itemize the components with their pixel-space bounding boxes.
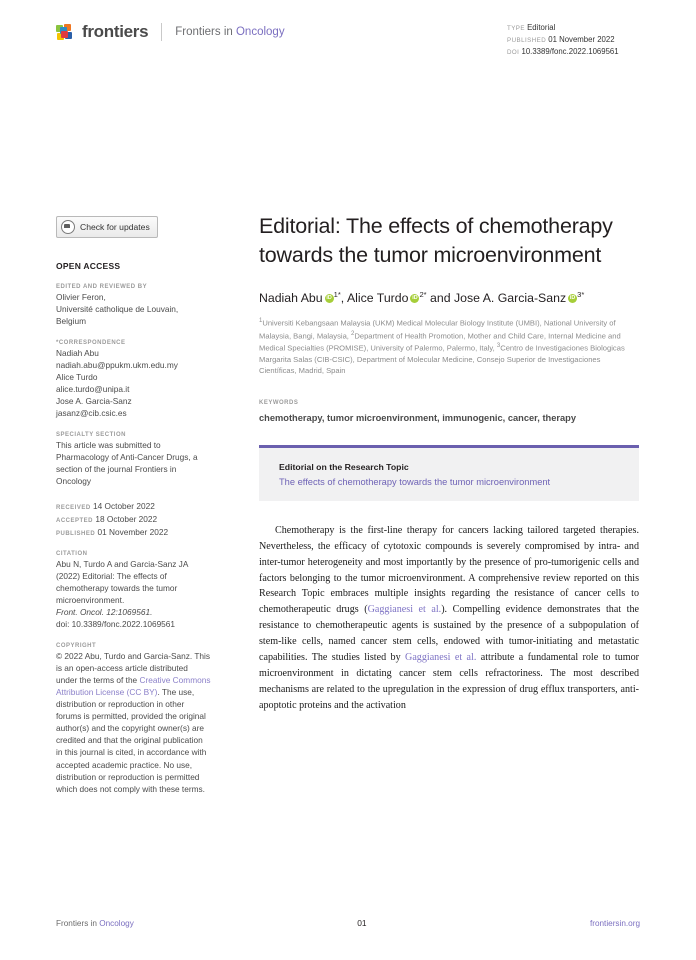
footer-journal-accent[interactable]: Oncology	[99, 918, 134, 928]
meta-doi-label: DOI	[507, 48, 520, 56]
published-label: PUBLISHED	[56, 530, 96, 537]
research-topic-link[interactable]: The effects of chemotherapy towards the …	[279, 476, 551, 487]
footer-journal-prefix: Frontiers in	[56, 918, 100, 928]
published-row: PUBLISHED 01 November 2022	[56, 526, 211, 539]
journal-name-accent[interactable]: Oncology	[235, 26, 285, 38]
author-affiliation-marker: 2*	[419, 290, 427, 300]
published-value: 01 November 2022	[97, 526, 169, 537]
received-row: RECEIVED 14 October 2022	[56, 500, 211, 513]
frontiers-wordmark[interactable]: frontiers	[82, 22, 149, 41]
specialty-section-label: SPECIALTY SECTION	[56, 432, 126, 439]
journal-name: Frontiers in Oncology	[175, 26, 284, 38]
meta-type-row: TYPE Editorial	[507, 22, 619, 34]
document-meta: TYPE Editorial PUBLISHED 01 November 202…	[507, 22, 619, 58]
author-separator: and	[426, 291, 454, 306]
copyright-part1: © 2022 Abu, Turdo and Garcia-Sanz. This …	[56, 651, 211, 686]
meta-published-label: PUBLISHED	[507, 36, 547, 44]
meta-published-value: 01 November 2022	[548, 34, 615, 44]
accepted-label: ACCEPTED	[56, 517, 94, 524]
research-topic-kicker: Editorial on the Research Topic	[279, 461, 409, 472]
meta-published-row: PUBLISHED 01 November 2022	[507, 34, 619, 46]
author-affiliation-marker: 1*	[333, 290, 341, 300]
keywords-label: KEYWORDS	[259, 399, 299, 406]
citation-link[interactable]: Gaggianesi et al.	[367, 604, 442, 616]
body-part-1: Chemotherapy is the first-line therapy f…	[259, 524, 639, 616]
footer-page-number: 01	[357, 918, 367, 928]
correspondence-label: *CORRESPONDENCE	[56, 340, 126, 347]
research-topic-box: Editorial on the Research Topic The effe…	[259, 444, 639, 501]
check-for-updates-button[interactable]: Check for updates	[56, 216, 158, 238]
edited-reviewed-label: EDITED AND REVIEWED BY	[56, 284, 148, 290]
body-part-3: attribute a fundamental role to tumor mi…	[259, 652, 639, 712]
meta-doi-row: DOI 10.3389/fonc.2022.1069561	[507, 46, 619, 58]
meta-type-label: TYPE	[507, 25, 525, 32]
affiliations-text: 1Universiti Kebangsaan Malaysia (UKM) Me…	[259, 318, 625, 376]
masthead-divider	[161, 23, 163, 41]
author-name[interactable]: Jose A. Garcia-Sanz	[454, 291, 567, 306]
page-footer: Frontiers in Oncology 01 frontiersin.org	[56, 918, 640, 928]
orcid-icon[interactable]	[568, 293, 578, 303]
accepted-row: ACCEPTED 18 October 2022	[56, 513, 211, 526]
meta-doi-value[interactable]: 10.3389/fonc.2022.1069561	[521, 46, 619, 56]
journal-name-prefix: Frontiers in	[175, 26, 236, 38]
orcid-icon[interactable]	[410, 293, 420, 303]
edited-reviewed-value: Olivier Feron, Université catholique de …	[56, 292, 179, 327]
citation-label: CITATION	[56, 551, 88, 558]
open-access-badge: OPEN ACCESS	[56, 261, 121, 271]
keywords-list: chemotherapy, tumor microenvironment, im…	[259, 412, 577, 423]
received-label: RECEIVED	[56, 505, 91, 512]
frontiers-pinwheel-logo-icon	[56, 23, 73, 41]
article-main: Editorial: The effects of chemotherapy t…	[259, 212, 639, 724]
copyright-label: COPYRIGHT	[56, 643, 97, 650]
crossmark-icon	[61, 220, 75, 234]
author-separator: ,	[340, 291, 347, 306]
citation-doi[interactable]: doi: 10.3389/fonc.2022.1069561	[56, 619, 176, 630]
citation-link[interactable]: Gaggianesi et al.	[405, 652, 477, 664]
author-name[interactable]: Nadiah Abu	[259, 291, 323, 306]
copyright-license-link[interactable]: Creative Commons Attribution License (CC…	[56, 675, 211, 698]
body-paragraph: Chemotherapy is the first-line therapy f…	[259, 523, 639, 714]
check-for-updates-label: Check for updates	[80, 222, 150, 232]
citation-main: Abu N, Turdo A and Garcia-Sanz JA (2022)…	[56, 559, 188, 606]
footer-journal: Frontiers in Oncology	[56, 919, 134, 928]
copyright-part2: . The use, distribution or reproduction …	[56, 687, 207, 794]
correspondence-value[interactable]: Nadiah Abu nadiah.abu@ppukm.ukm.edu.my A…	[56, 348, 178, 419]
received-value: 14 October 2022	[93, 501, 155, 512]
body-part-2: ). Compelling evidence demonstrates that…	[259, 604, 639, 664]
copyright-text: © 2022 Abu, Turdo and Garcia-Sanz. This …	[56, 650, 211, 794]
accepted-value: 18 October 2022	[95, 513, 158, 524]
orcid-icon[interactable]	[324, 293, 334, 303]
author-name[interactable]: Alice Turdo	[346, 291, 409, 306]
page-title: Editorial: The effects of chemotherapy t…	[259, 214, 613, 267]
article-sidebar: Check for updates OPEN ACCESS EDITED AND…	[56, 216, 211, 795]
author-list: Nadiah Abu 1*, Alice Turdo 2* and Jose A. …	[259, 290, 639, 307]
specialty-section-value: This article was submitted to Pharmacolo…	[56, 440, 198, 487]
footer-website-link[interactable]: frontiersin.org	[589, 918, 640, 928]
citation-journal: Front. Oncol. 12:1069561.	[56, 607, 153, 618]
meta-type-value: Editorial	[527, 23, 556, 32]
masthead: frontiers Frontiers in Oncology	[56, 22, 285, 42]
author-affiliation-marker: 3*	[577, 290, 585, 300]
